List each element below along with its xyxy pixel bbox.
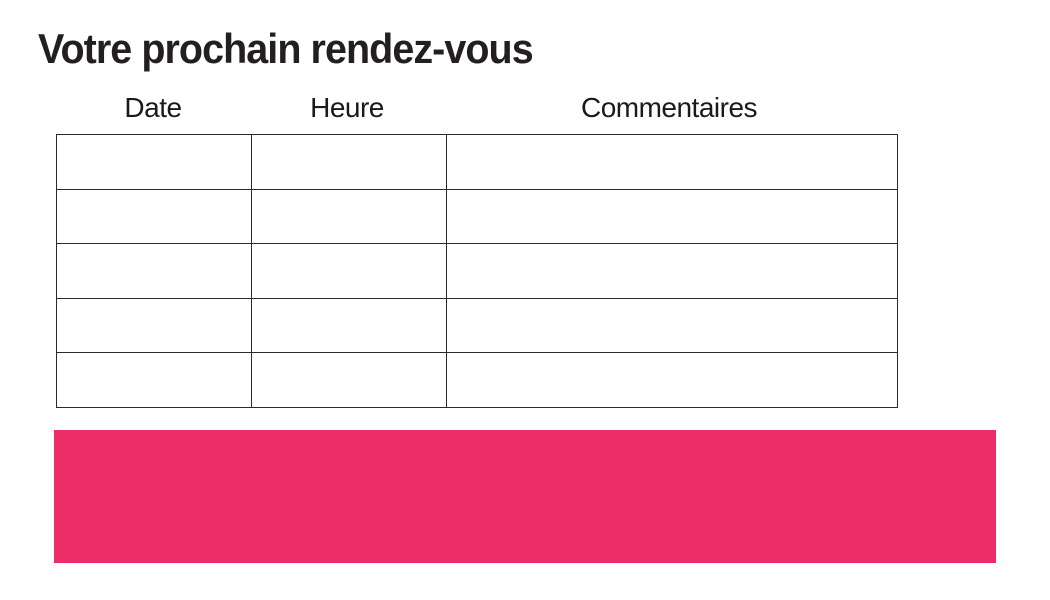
table-row — [56, 243, 898, 299]
table-row — [56, 297, 898, 354]
table-row — [56, 352, 898, 408]
table-cell — [446, 188, 898, 245]
table-column-headers: Date Heure Commentaires — [56, 92, 894, 124]
table-cell — [251, 188, 447, 245]
appointments-table — [56, 134, 898, 408]
table-cell — [446, 297, 898, 354]
table-cell — [251, 297, 447, 354]
table-row — [56, 188, 898, 245]
table-cell — [446, 134, 898, 190]
page-title: Votre prochain rendez-vous — [38, 25, 534, 72]
column-header-commentaires: Commentaires — [580, 92, 758, 123]
table-cell — [56, 352, 252, 408]
table-cell — [56, 243, 252, 299]
column-header-heure: Heure — [310, 92, 384, 123]
table-cell — [251, 352, 447, 408]
table-cell — [446, 352, 898, 408]
table-cell — [251, 243, 447, 299]
table-cell — [56, 297, 252, 354]
table-cell — [446, 243, 898, 299]
table-cell — [56, 134, 252, 190]
highlight-banner — [54, 430, 996, 563]
column-header-date: Date — [124, 92, 182, 123]
table-cell — [251, 134, 447, 190]
table-row — [56, 134, 898, 190]
table-cell — [56, 188, 252, 245]
